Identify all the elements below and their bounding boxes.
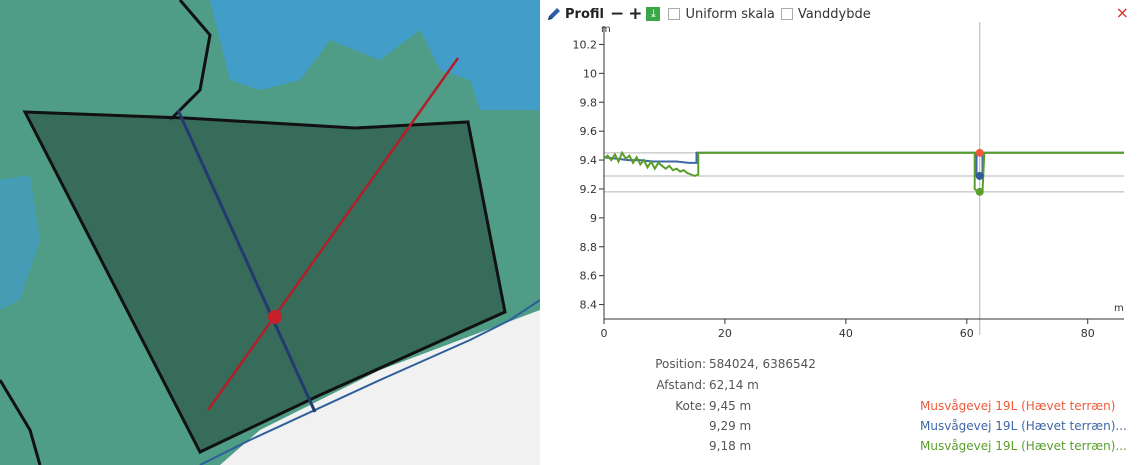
x-tick-label-2: 40	[839, 327, 853, 340]
uniform-scale-checkbox[interactable]	[668, 8, 681, 20]
x-tick-label-1: 20	[718, 327, 732, 340]
uniform-scale-label: Uniform skala	[685, 6, 775, 22]
legend-item-1: Musvågevej 19L (Hævet terræn)	[920, 399, 1116, 413]
y-tick-label-9: 8.4	[580, 299, 598, 312]
boundary-line-2	[0, 379, 42, 465]
zoom-out-button[interactable]: −	[609, 4, 625, 24]
elevation-value-1: 9,45 m	[709, 399, 752, 413]
elevation-value-3: 9,18 m	[709, 439, 752, 453]
position-label: Position:	[655, 357, 706, 371]
marker-point-0	[975, 148, 984, 157]
download-icon[interactable]: ⤓	[646, 7, 661, 21]
pencil-icon	[548, 8, 560, 20]
y-tick-label-0: 10.2	[573, 38, 598, 51]
profile-toolbar: Profil − + ⤓ Uniform skala Vanddybde	[546, 3, 877, 25]
elevation-label: Kote:	[675, 399, 706, 413]
series-line-1	[603, 150, 1124, 193]
road-line	[176, 109, 317, 413]
road-edge	[199, 299, 540, 465]
distance-value: 62,14 m	[709, 378, 759, 392]
y-axis-unit: m	[601, 24, 611, 35]
water-depth-checkbox[interactable]	[780, 8, 793, 20]
blank-area	[220, 310, 540, 465]
position-value: 584024, 6386542	[709, 357, 816, 371]
close-icon[interactable]: ×	[1115, 3, 1129, 22]
y-tick-label-2: 9.8	[580, 96, 598, 109]
profile-line[interactable]	[206, 57, 460, 411]
y-tick-label-5: 9.2	[580, 183, 598, 196]
x-tick-label-3: 60	[960, 327, 974, 340]
map-view[interactable]	[0, 0, 540, 465]
x-tick-label-4: 80	[1081, 327, 1095, 340]
map-canvas[interactable]	[0, 0, 540, 465]
panel-title: Profil	[565, 6, 604, 22]
y-tick-label-8: 8.6	[580, 270, 598, 283]
parcel-polygon[interactable]	[22, 110, 507, 454]
marker-point-1	[975, 171, 984, 180]
cursor-point	[268, 310, 282, 324]
profile-panel: Profil − + ⤓ Uniform skala Vanddybde × m…	[540, 0, 1137, 465]
marker-point-2	[975, 187, 984, 196]
boundary-line	[168, 0, 212, 122]
y-tick-label-6: 9	[590, 212, 597, 225]
elevation-value-2: 9,29 m	[709, 419, 752, 433]
distance-label: Afstand:	[656, 378, 706, 392]
legend-item-2: Musvågevej 19L (Hævet terræn)...	[920, 419, 1127, 433]
water-depth-label: Vanddybde	[797, 6, 871, 22]
zoom-in-button[interactable]: +	[628, 4, 643, 24]
series-line-0	[603, 151, 1124, 177]
y-tick-label-3: 9.6	[580, 125, 598, 138]
x-tick-label-0: 0	[601, 327, 608, 340]
y-tick-label-7: 8.8	[580, 241, 598, 254]
info-block: Position: Afstand: Kote:	[540, 357, 710, 457]
water-area-2	[0, 175, 40, 310]
legend-item-3: Musvågevej 19L (Hævet terræn)...	[920, 439, 1127, 453]
y-tick-label-4: 9.4	[580, 154, 598, 167]
x-axis-unit: m	[1114, 303, 1124, 314]
water-area	[210, 0, 540, 110]
y-tick-label-1: 10	[583, 67, 597, 80]
